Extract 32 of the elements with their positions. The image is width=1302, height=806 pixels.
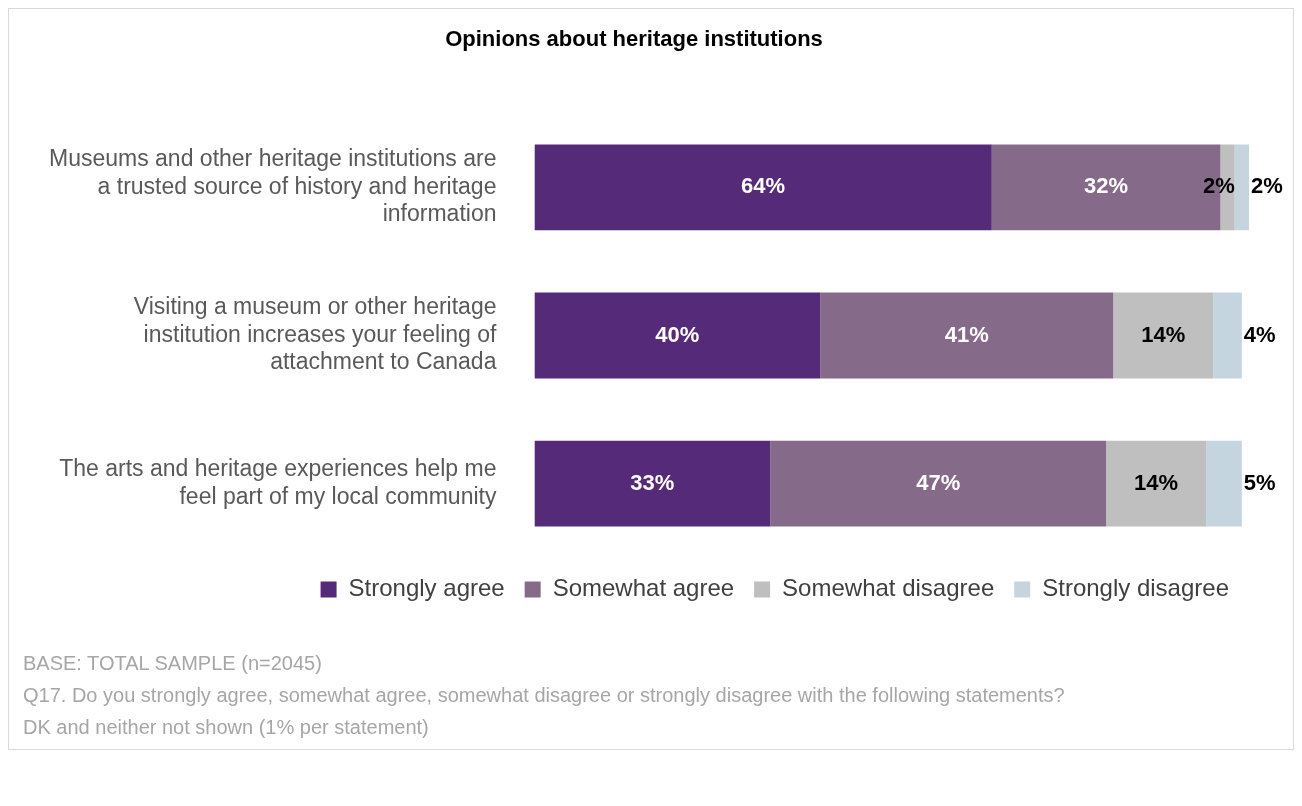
chart-title: Opinions about heritage institutions xyxy=(445,26,823,52)
data-label: 32% xyxy=(1084,173,1129,199)
legend-label: Strongly agree xyxy=(348,574,505,602)
text: DK and neither not shown (1% per statement) xyxy=(23,715,430,740)
data-label: 33% xyxy=(630,469,675,495)
text: BASE: TOTAL SAMPLE (n=2045) xyxy=(23,651,323,676)
legend-label: Somewhat disagree xyxy=(782,574,995,602)
data-label: 2% xyxy=(1251,173,1283,199)
y-tick-label: The arts and heritage experiences help me feel part of my local community xyxy=(59,455,497,509)
data-label: 14% xyxy=(1141,321,1186,347)
y-tick-label: Visiting a museum or other heritage institution increases your feeling of attachment to Canada xyxy=(133,293,498,375)
bar xyxy=(770,440,1107,527)
data-label: 47% xyxy=(916,469,961,495)
data-label: 4% xyxy=(1243,321,1276,347)
bar xyxy=(534,440,771,527)
bar xyxy=(1206,440,1242,527)
text: Q17. Do you strongly agree, somewhat agree, somewhat disagree or strongly disagree with the following statements? xyxy=(23,683,1066,708)
y-tick-label: Museums and other heritage institutions are a trusted source of history and heritage information xyxy=(49,145,497,227)
data-label: 41% xyxy=(944,321,989,347)
data-label: 40% xyxy=(655,321,700,347)
data-label: 64% xyxy=(741,173,786,199)
bar xyxy=(534,144,992,231)
bar xyxy=(1213,292,1242,379)
legend-label: Somewhat agree xyxy=(552,574,735,602)
bar xyxy=(1106,440,1207,527)
data-label: 14% xyxy=(1134,469,1179,495)
bar xyxy=(820,292,1114,379)
bar xyxy=(1234,144,1249,231)
legend-label: Strongly disagree xyxy=(1042,574,1230,602)
data-label: 5% xyxy=(1243,469,1276,495)
bar xyxy=(534,292,821,379)
bar xyxy=(1113,292,1214,379)
